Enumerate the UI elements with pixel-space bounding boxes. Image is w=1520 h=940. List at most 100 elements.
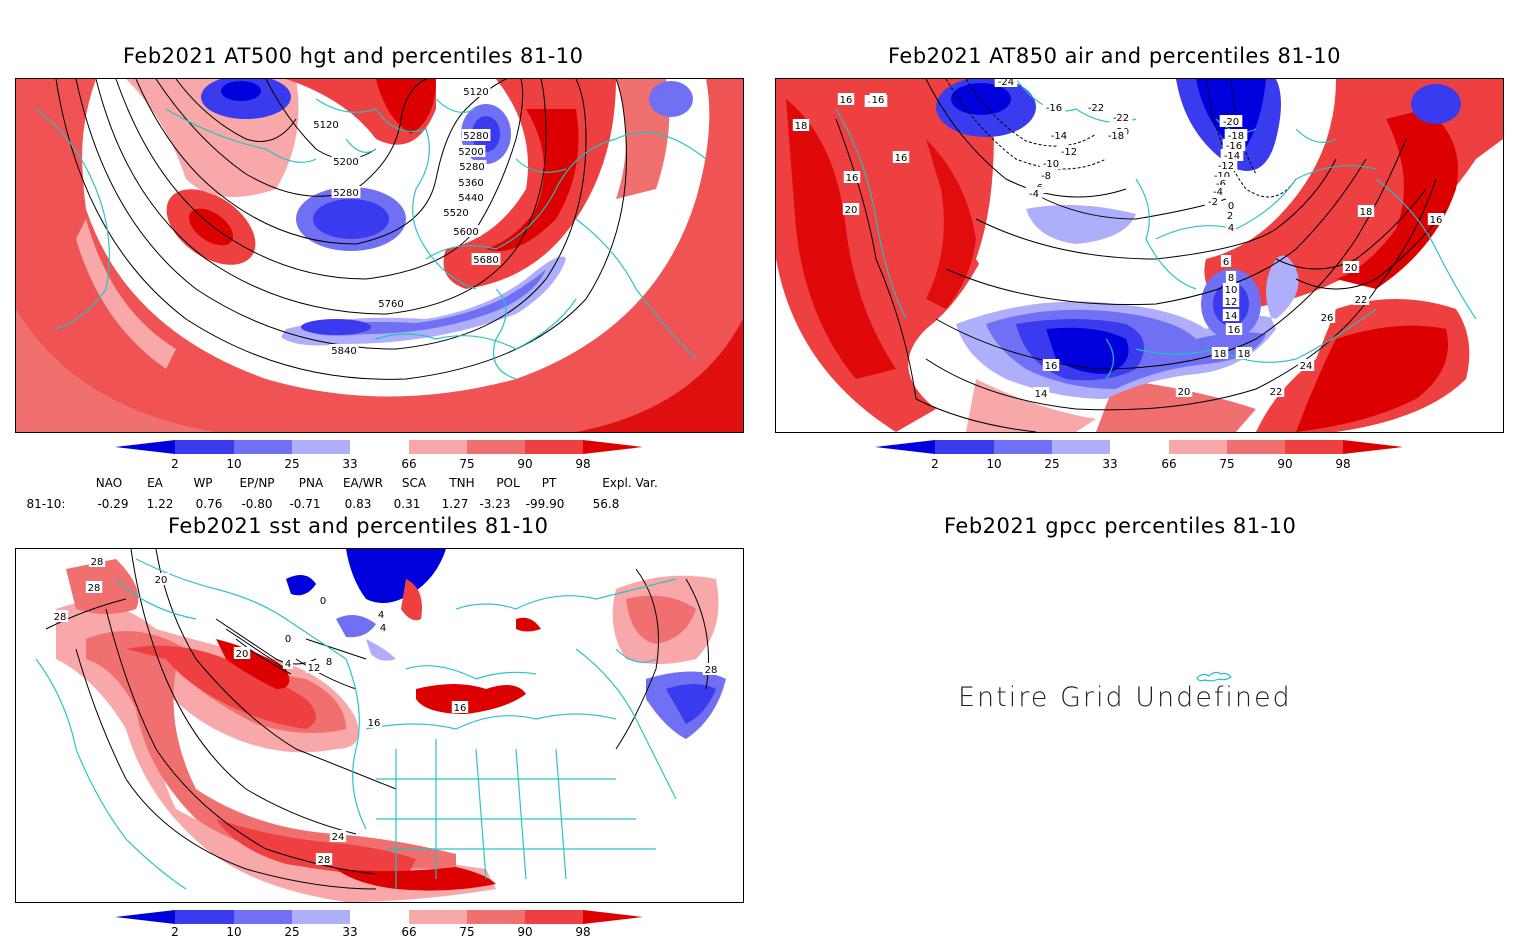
air-contour-label: 16 — [837, 93, 855, 106]
air-contour-label: 14 — [1032, 387, 1050, 400]
sst-cbar-label: 25 — [284, 925, 300, 939]
svg-text:-12: -12 — [1061, 147, 1077, 158]
svg-text:5280: 5280 — [463, 131, 488, 142]
air-contour-label: -24 — [994, 79, 1018, 88]
hgt-contour-label: 5280 — [461, 129, 491, 142]
air-contour-label: 20 — [842, 203, 860, 216]
index-value: -99.90 — [525, 497, 565, 511]
index-value: -3.23 — [479, 497, 511, 511]
svg-text:-6: -6 — [1216, 179, 1226, 190]
svg-text:5760: 5760 — [378, 299, 403, 310]
svg-text:-10: -10 — [1214, 171, 1230, 182]
svg-text:24: 24 — [1300, 361, 1313, 372]
air-contour-label: 0 — [1225, 199, 1237, 212]
svg-text:18: 18 — [795, 121, 808, 132]
hgt-contour-label: 5200 — [456, 145, 486, 158]
index-header: EA/WR — [342, 476, 384, 490]
index-value: 56.8 — [592, 497, 620, 511]
sst-map-panel: 28 28 20 28 0 4 4 0 20 4 12 8 16 24 28 16 28 — [15, 548, 744, 903]
air-contour-label: 16 — [1225, 323, 1243, 336]
air-map: -24-22-16-22-22-20-18-14-12-10-8-6-4-20-… — [776, 79, 1503, 432]
svg-text:22: 22 — [1270, 387, 1283, 398]
sst-contour-label: 28 — [51, 610, 69, 623]
air-contour-label: -16 — [1042, 101, 1066, 114]
air-contour-label: 22 — [1352, 293, 1370, 306]
index-header: WP — [193, 476, 213, 490]
air-contour-label: 8 — [1225, 271, 1237, 284]
svg-text:-8: -8 — [1041, 171, 1051, 182]
svg-text:10: 10 — [1225, 285, 1238, 296]
index-header: SCA — [401, 476, 427, 490]
indices-value-row: 81-10: -0.29 1.22 0.76 -0.80 -0.71 0.83 … — [0, 497, 760, 513]
svg-text:-14: -14 — [1051, 131, 1067, 142]
svg-text:16: 16 — [1228, 325, 1241, 336]
air-contour-label: 18 — [1211, 347, 1229, 360]
sst-contour-labels: 28 28 20 28 0 4 4 0 20 4 12 8 16 24 28 16 28 — [51, 555, 720, 866]
sst-contour-label: 4 — [282, 657, 294, 670]
air-contour-label: -18 — [1224, 129, 1248, 142]
air-cbar-label: 2 — [931, 457, 939, 471]
hgt-contour-label: 5120 — [311, 118, 341, 131]
svg-text:5120: 5120 — [313, 120, 338, 131]
air-panel-title: Feb2021 AT850 air and percentiles 81-10 — [888, 44, 1341, 68]
svg-text:28: 28 — [318, 855, 331, 866]
air-contour-label: 18 — [792, 119, 810, 132]
svg-text:5520: 5520 — [443, 208, 468, 219]
sst-colorbar — [115, 910, 643, 924]
svg-text:16: 16 — [1045, 361, 1058, 372]
sst-contour-label: 0 — [282, 632, 294, 645]
svg-text:18: 18 — [1238, 349, 1251, 360]
svg-text:16: 16 — [454, 703, 467, 714]
hgt-contour-label: 5840 — [329, 344, 359, 357]
svg-text:-18: -18 — [1108, 131, 1124, 142]
hgt-cbar-label: 2 — [171, 457, 179, 471]
svg-text:-22: -22 — [1088, 103, 1104, 114]
svg-text:0: 0 — [285, 634, 291, 645]
index-header: EP/NP — [239, 476, 275, 490]
svg-text:-2: -2 — [1208, 197, 1218, 208]
air-cbar-label: 75 — [1219, 457, 1235, 471]
svg-text:4: 4 — [380, 623, 386, 634]
sst-panel-title: Feb2021 sst and percentiles 81-10 — [168, 514, 549, 538]
svg-text:28: 28 — [705, 665, 718, 676]
sst-contour-label: 12 — [305, 661, 323, 674]
gpcc-panel-title: Feb2021 gpcc percentiles 81-10 — [944, 514, 1297, 538]
index-row-label: 81-10: — [26, 497, 66, 511]
sst-contour-label: 28 — [88, 555, 106, 568]
sst-cbar-label: 75 — [459, 925, 475, 939]
sst-contour-label: 20 — [152, 573, 170, 586]
svg-text:-18: -18 — [1228, 131, 1244, 142]
sst-contour-label: 4 — [377, 621, 389, 634]
air-contour-label: 26 — [1318, 311, 1336, 324]
hgt-contour-label: 5200 — [331, 155, 361, 168]
air-contour-label: 18 — [1357, 205, 1375, 218]
svg-text:4: 4 — [285, 659, 291, 670]
indices-header-row: NAO EA WP EP/NP PNA EA/WR SCA TNH POL PT… — [0, 476, 760, 492]
air-contour-label: -20 — [1219, 115, 1243, 128]
air-cbar-label: 90 — [1277, 457, 1293, 471]
svg-text:5280: 5280 — [459, 162, 484, 173]
svg-text:20: 20 — [236, 649, 249, 660]
sst-contour-label: 4 — [375, 608, 387, 621]
air-contour-label: 14 — [1222, 309, 1240, 322]
air-contour-label: 6 — [1220, 255, 1232, 268]
svg-text:22: 22 — [1355, 295, 1368, 306]
air-contour-label: -4 — [1025, 187, 1043, 200]
sst-contour-label: 16 — [365, 716, 383, 729]
svg-text:20: 20 — [1178, 387, 1191, 398]
svg-text:-4: -4 — [1029, 189, 1039, 200]
hgt-contour-label: 5280 — [457, 160, 487, 173]
hgt-cbar-label: 75 — [459, 457, 475, 471]
sst-contour-label: 28 — [702, 663, 720, 676]
index-header: Expl. Var. — [602, 476, 658, 490]
index-value: 1.27 — [441, 497, 469, 511]
hgt-cbar-label: 90 — [517, 457, 533, 471]
svg-text:-16: -16 — [1226, 141, 1242, 152]
svg-text:5200: 5200 — [458, 147, 483, 158]
svg-text:-24: -24 — [998, 79, 1014, 88]
svg-text:24: 24 — [332, 832, 345, 843]
index-header: NAO — [95, 476, 123, 490]
svg-text:5600: 5600 — [453, 227, 478, 238]
hgt-contour-label: 5600 — [451, 225, 481, 238]
hgt-map: 5120 5120 5200 5280 5200 5280 5360 5440 5520 5280… — [16, 79, 743, 432]
